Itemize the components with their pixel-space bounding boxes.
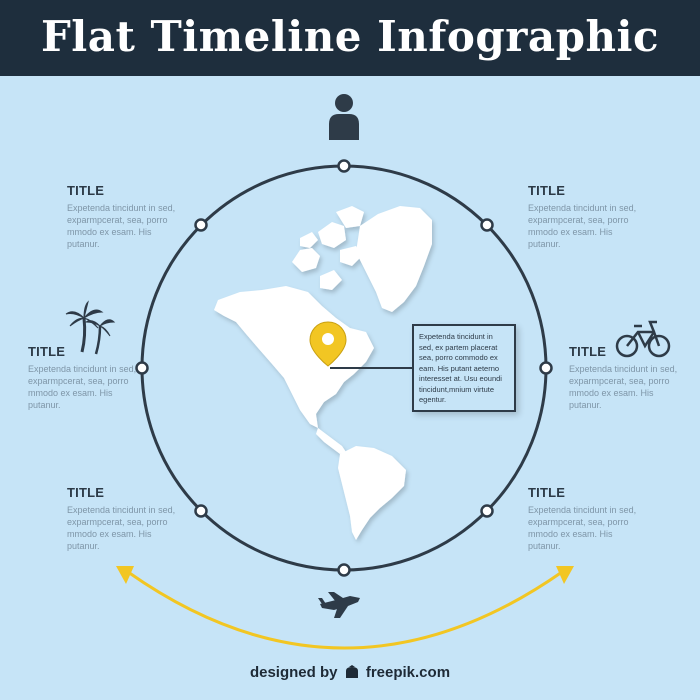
timeline-node [135, 361, 149, 375]
block-text: Expetenda tincidunt in sed, exparmpcerat… [67, 505, 176, 551]
timeline-block-mid-left: TITLE Expetenda tincidunt in sed, exparm… [28, 344, 140, 411]
block-text: Expetenda tincidunt in sed, exparmpcerat… [67, 203, 176, 249]
timeline-node [337, 563, 351, 577]
timeline-block-mid-right: TITLE Expetenda tincidunt in sed, exparm… [569, 344, 681, 411]
header-bar: Flat Timeline Infographic [0, 0, 700, 76]
world-map-icon [214, 206, 432, 540]
location-pin-icon [309, 321, 347, 367]
freepik-logo-icon [345, 665, 358, 678]
timeline-node [194, 504, 208, 518]
callout-text: Expetenda tincidunt in sed, ex partem pl… [419, 332, 502, 404]
timeline-node [539, 361, 553, 375]
timeline-node [480, 218, 494, 232]
block-title: TITLE [528, 183, 566, 198]
credit-prefix: designed by [249, 664, 338, 681]
timeline-node [194, 218, 208, 232]
callout-box: Expetenda tincidunt in sed, ex partem pl… [412, 324, 516, 412]
timeline-nodes [135, 159, 553, 577]
timeline-node [337, 159, 351, 173]
block-title: TITLE [569, 344, 607, 359]
block-title: TITLE [528, 485, 566, 500]
timeline-node [480, 504, 494, 518]
double-arrow-icon [116, 566, 574, 650]
bicycle-icon [615, 320, 671, 358]
block-title: TITLE [28, 344, 66, 359]
credit-line: designed by freepik.com [0, 664, 700, 681]
timeline-block-top-left: TITLE Expetenda tincidunt in sed, exparm… [67, 183, 179, 250]
airplane-icon [318, 592, 360, 618]
timeline-block-top-right: TITLE Expetenda tincidunt in sed, exparm… [528, 183, 640, 250]
person-icon [329, 94, 359, 140]
block-text: Expetenda tincidunt in sed, exparmpcerat… [528, 505, 637, 551]
block-text: Expetenda tincidunt in sed, exparmpcerat… [528, 203, 637, 249]
timeline-block-bottom-left: TITLE Expetenda tincidunt in sed, exparm… [67, 485, 179, 552]
timeline-block-bottom-right: TITLE Expetenda tincidunt in sed, exparm… [528, 485, 640, 552]
credit-brand: freepik.com [365, 664, 451, 681]
block-text: Expetenda tincidunt in sed, exparmpcerat… [28, 364, 137, 410]
block-title: TITLE [67, 485, 105, 500]
page-title: Flat Timeline Infographic [40, 12, 660, 61]
palm-trees-icon [65, 300, 116, 355]
block-title: TITLE [67, 183, 105, 198]
block-text: Expetenda tincidunt in sed, exparmpcerat… [569, 364, 678, 410]
